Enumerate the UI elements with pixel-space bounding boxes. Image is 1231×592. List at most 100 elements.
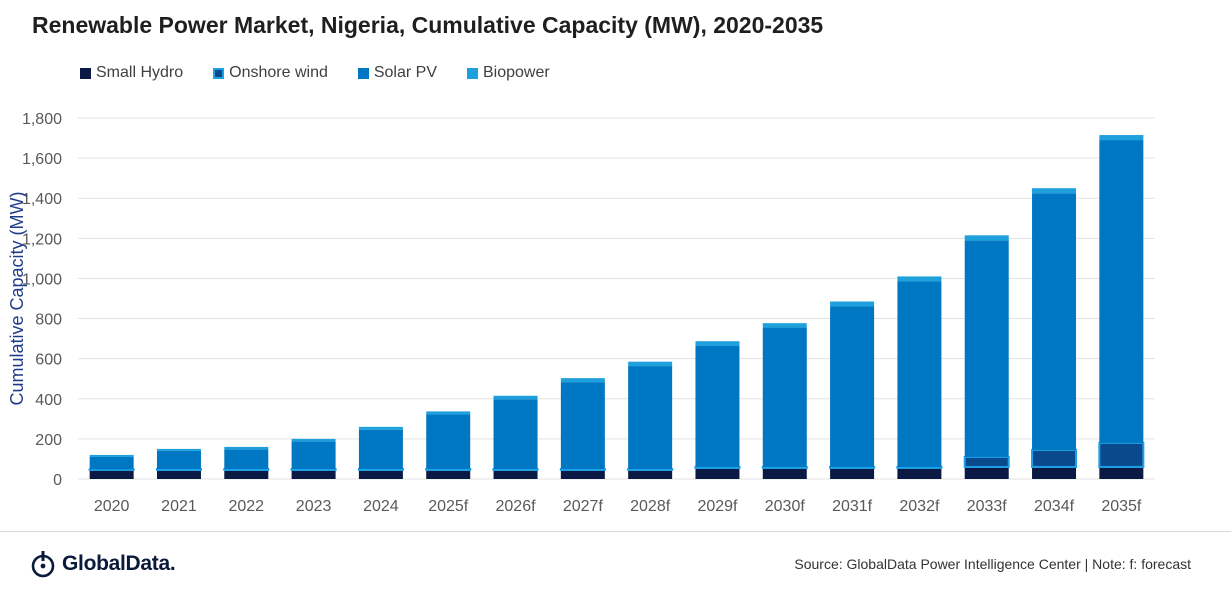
- bar-segment-biopower: [426, 411, 471, 415]
- bar-segment-onshore-wind: [559, 467, 606, 471]
- chart-legend: Small Hydro Onshore wind Solar PV Biopower: [80, 64, 550, 82]
- bar-segment-biopower: [628, 361, 673, 367]
- legend-item-small-hydro: Small Hydro: [80, 64, 183, 82]
- legend-swatch-biopower: [467, 67, 478, 79]
- chart-plot: 0 200 400 600 800 1,000 1,200 1,400 1,600 1,800 Cu…: [7, 111, 1155, 515]
- bar-segment-small-hydro: [493, 469, 538, 479]
- globaldata-logo: GlobalData.: [30, 549, 176, 579]
- y-axis-label: Cumulative Capacity (MW): [7, 191, 27, 405]
- bar-segment-small-hydro: [830, 467, 875, 479]
- legend-label-onshore-wind: Onshore wind: [229, 64, 328, 81]
- bar-segment-biopower: [224, 446, 269, 450]
- legend-label-biopower: Biopower: [483, 64, 550, 81]
- bar-segment-small-hydro: [560, 469, 605, 479]
- bar-segment-onshore-wind: [829, 465, 876, 469]
- bar-segment-biopower: [1099, 135, 1144, 141]
- bar-segment-solar-pv: [291, 441, 336, 469]
- legend-item-onshore-wind: Onshore wind: [213, 64, 328, 82]
- bar-segment-onshore-wind: [223, 467, 270, 471]
- legend-item-solar-pv: Solar PV: [357, 64, 437, 82]
- bar-segment-biopower: [156, 448, 201, 451]
- bar-segment-onshore-wind: [896, 465, 943, 469]
- bar-segment-small-hydro: [628, 469, 673, 479]
- bar-segment-onshore-wind: [963, 455, 1010, 468]
- bar-segment-solar-pv: [560, 382, 605, 469]
- bar-segment-solar-pv: [426, 414, 471, 469]
- bar-segment-small-hydro: [1032, 466, 1077, 479]
- bar-segment-onshore-wind: [761, 465, 808, 469]
- bar-segment-solar-pv: [897, 281, 942, 467]
- x-tick-label: 2034f: [1034, 498, 1075, 515]
- bar-segment-solar-pv: [156, 450, 201, 469]
- bar-segment-onshore-wind: [1098, 441, 1145, 468]
- bar-segment-solar-pv: [1032, 193, 1077, 450]
- x-tick-label: 2024: [363, 498, 399, 515]
- legend-item-biopower: Biopower: [467, 64, 550, 82]
- y-tick-label: 1,800: [22, 111, 62, 128]
- bar-segment-solar-pv: [358, 429, 403, 469]
- bar-segment-solar-pv: [762, 327, 807, 467]
- y-tick-label: 1,400: [22, 191, 62, 208]
- source-note: Source: GlobalData Power Intelligence Ce…: [794, 556, 1191, 572]
- bar-segment-onshore-wind: [694, 465, 741, 469]
- bar-segment-biopower: [964, 235, 1009, 241]
- legend-label-solar-pv: Solar PV: [373, 64, 437, 81]
- y-tick-label: 0: [53, 472, 62, 489]
- chart-title: Renewable Power Market, Nigeria, Cumulat…: [32, 12, 824, 38]
- bar-segment-solar-pv: [830, 306, 875, 467]
- bar-segment-biopower: [897, 276, 942, 282]
- y-tick-label: 1,000: [22, 271, 62, 288]
- footer-divider: [0, 531, 1231, 532]
- bar-segment-small-hydro: [89, 469, 134, 479]
- bar-segment-small-hydro: [964, 466, 1009, 479]
- bar-segment-biopower: [762, 323, 807, 328]
- x-tick-label: 2029f: [697, 498, 738, 515]
- legend-swatch-solar-pv: [357, 67, 369, 79]
- bar-segment-solar-pv: [224, 449, 269, 469]
- bar-segment-biopower: [1032, 188, 1077, 194]
- bar-segment-onshore-wind: [290, 467, 337, 471]
- bar-segment-onshore-wind: [357, 467, 404, 471]
- x-tick-label: 2022: [228, 498, 264, 515]
- bar-segment-onshore-wind: [88, 468, 135, 471]
- y-tick-label: 1,200: [22, 231, 62, 248]
- bar-segment-biopower: [695, 341, 740, 346]
- y-tick-label: 200: [35, 432, 62, 449]
- globaldata-logo-icon: [31, 551, 55, 578]
- bar-segment-onshore-wind: [492, 467, 539, 471]
- bar-segment-small-hydro: [1099, 466, 1144, 479]
- legend-label-small-hydro: Small Hydro: [96, 64, 184, 81]
- x-tick-label: 2031f: [832, 498, 873, 515]
- bar-segment-biopower: [358, 426, 403, 430]
- bar-segment-solar-pv: [493, 399, 538, 469]
- bar-segment-biopower: [560, 378, 605, 383]
- x-tick-label: 2026f: [496, 498, 537, 515]
- y-tick-label: 1,600: [22, 151, 62, 168]
- globaldata-logo-text: GlobalData.: [62, 552, 176, 575]
- bar-segment-biopower: [830, 301, 875, 307]
- bar-segment-solar-pv: [1099, 140, 1144, 443]
- bar-segment-solar-pv: [964, 240, 1009, 457]
- x-tick-label: 2023: [296, 498, 332, 515]
- bar-segment-solar-pv: [628, 366, 673, 469]
- x-tick-label: 2027f: [563, 498, 604, 515]
- bar-segment-solar-pv: [695, 345, 740, 467]
- legend-swatch-small-hydro: [80, 67, 91, 79]
- bar-segment-solar-pv: [89, 456, 134, 470]
- bar-segment-onshore-wind: [1031, 448, 1078, 468]
- bar-segment-small-hydro: [695, 467, 740, 479]
- bar-segment-biopower: [493, 395, 538, 400]
- bar-segment-small-hydro: [762, 467, 807, 479]
- bar-segment-onshore-wind: [155, 467, 202, 471]
- x-tick-label: 2020: [94, 498, 130, 515]
- bar-segment-biopower: [89, 454, 134, 457]
- bar-segment-small-hydro: [156, 469, 201, 479]
- x-tick-label: 2030f: [765, 498, 806, 515]
- bar-segment-small-hydro: [897, 467, 942, 479]
- x-tick-label: 2028f: [630, 498, 671, 515]
- x-tick-label: 2035f: [1101, 498, 1142, 515]
- x-tick-label: 2032f: [899, 498, 940, 515]
- y-tick-label: 600: [35, 352, 62, 369]
- x-tick-label: 2025f: [428, 498, 469, 515]
- bar-segment-onshore-wind: [627, 467, 674, 471]
